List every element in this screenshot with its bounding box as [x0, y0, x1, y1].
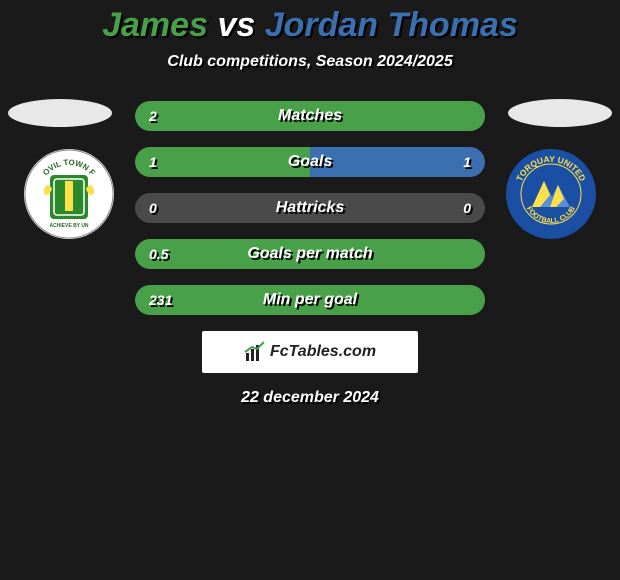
- comparison-content: OVIL TOWN F ACHIEVE BY UN TORQUAY UNITED…: [0, 101, 620, 407]
- crest-left-svg: OVIL TOWN F ACHIEVE BY UN: [24, 149, 114, 239]
- stat-label: Goals: [135, 147, 485, 177]
- vs-text: vs: [217, 6, 255, 44]
- comparison-bars: Matches2 Goals1 1 Hattricks0 0 Goals per matc…: [135, 101, 485, 315]
- stat-label: Min per goal: [135, 285, 485, 315]
- player1-name: James: [102, 6, 208, 44]
- date-text: 22 december 2024: [0, 389, 620, 407]
- placeholder-oval-left: [8, 99, 112, 127]
- stat-row: Goals per match0.5: [135, 239, 485, 269]
- stat-label: Goals per match: [135, 239, 485, 269]
- crest-right-svg: TORQUAY UNITED FOOTBALL CLUB: [506, 149, 596, 239]
- stat-label: Hattricks: [135, 193, 485, 223]
- club-crest-right: TORQUAY UNITED FOOTBALL CLUB: [506, 149, 596, 239]
- stat-row: Matches2: [135, 101, 485, 131]
- stat-value-left: 231: [149, 285, 172, 315]
- stat-row: Goals1 1: [135, 147, 485, 177]
- stat-value-right: 1: [463, 147, 471, 177]
- brand-box: FcTables.com: [202, 331, 418, 373]
- stat-value-left: 2: [149, 101, 157, 131]
- page-title: James vs Jordan Thomas: [0, 0, 620, 45]
- stat-label: Matches: [135, 101, 485, 131]
- player2-name: Jordan Thomas: [265, 6, 518, 44]
- brand-text: FcTables.com: [270, 343, 376, 361]
- stat-row: Hattricks0 0: [135, 193, 485, 223]
- chart-icon: [244, 341, 266, 363]
- svg-text:ACHIEVE BY UN: ACHIEVE BY UN: [49, 223, 88, 229]
- stat-row: Min per goal231: [135, 285, 485, 315]
- placeholder-oval-right: [508, 99, 612, 127]
- stat-value-left: 0.5: [149, 239, 168, 269]
- club-crest-left: OVIL TOWN F ACHIEVE BY UN: [24, 149, 114, 239]
- subtitle: Club competitions, Season 2024/2025: [0, 53, 620, 71]
- stat-value-right: 0: [463, 193, 471, 223]
- stat-value-left: 0: [149, 193, 157, 223]
- stat-value-left: 1: [149, 147, 157, 177]
